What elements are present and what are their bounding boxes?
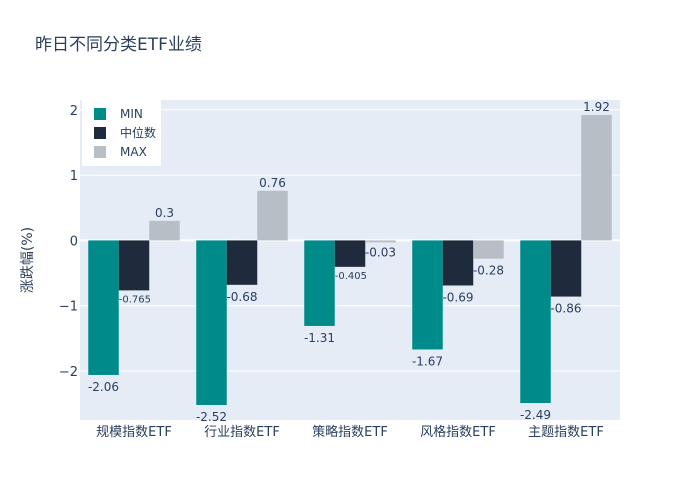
legend: MIN 中位数 MAX	[82, 100, 161, 166]
data-label: -0.405	[335, 271, 367, 282]
bar	[442, 240, 474, 286]
y-tick-label: −2	[59, 365, 78, 380]
bar	[365, 240, 396, 243]
x-tick-label: 主题指数ETF	[528, 425, 604, 440]
x-tick-label: 规模指数ETF	[96, 425, 172, 440]
y-tick-label: −1	[59, 300, 78, 315]
data-label: -0.28	[473, 264, 504, 278]
legend-swatch	[94, 108, 106, 120]
data-label: -0.69	[442, 290, 473, 304]
legend-label: MAX	[120, 145, 147, 159]
legend-label: MIN	[120, 107, 143, 121]
legend-label: 中位数	[120, 125, 156, 140]
y-tick-label: 1	[70, 169, 78, 184]
data-label: -0.68	[226, 290, 257, 304]
bar	[520, 240, 551, 404]
bar	[118, 240, 150, 291]
bar	[304, 240, 335, 326]
data-label: -2.52	[196, 410, 227, 424]
legend-swatch	[94, 146, 106, 158]
data-label: 1.92	[583, 100, 610, 114]
bar	[473, 240, 504, 259]
bar	[581, 115, 612, 241]
data-label: -0.765	[119, 294, 151, 305]
x-axis: 规模指数ETF 行业指数ETF 策略指数ETF 风格指数ETF 主题指数ETF	[96, 424, 604, 440]
bar	[550, 240, 582, 297]
data-label: 0.3	[155, 206, 174, 220]
y-axis: −2 −1 0 1 2	[59, 104, 78, 380]
x-tick-label: 策略指数ETF	[312, 424, 388, 440]
x-tick-label: 风格指数ETF	[420, 424, 496, 440]
bar	[334, 240, 366, 267]
data-label: -0.03	[365, 245, 396, 259]
data-label: -2.49	[520, 408, 551, 422]
y-axis-label: 涨跌幅(%)	[20, 227, 36, 293]
bar	[196, 240, 227, 405]
data-label: -1.67	[412, 354, 443, 368]
legend-swatch	[94, 127, 106, 139]
data-labels: -2.06 -0.765 0.3 -2.52 -0.68 0.76 -1.31 -0.405 -…	[88, 100, 610, 424]
bar	[88, 240, 119, 375]
data-label: 0.76	[259, 176, 286, 190]
bar	[149, 220, 180, 241]
data-label: -0.86	[550, 302, 581, 316]
data-label: -1.31	[304, 331, 335, 345]
bar	[412, 240, 443, 350]
x-tick-label: 行业指数ETF	[204, 425, 280, 440]
chart-title: 昨日不同分类ETF业绩	[35, 35, 202, 55]
data-label: -2.06	[88, 380, 119, 394]
bars	[88, 115, 612, 405]
y-tick-label: 0	[70, 234, 78, 249]
y-tick-label: 2	[70, 104, 78, 119]
bar	[257, 190, 288, 241]
bar	[226, 240, 258, 285]
